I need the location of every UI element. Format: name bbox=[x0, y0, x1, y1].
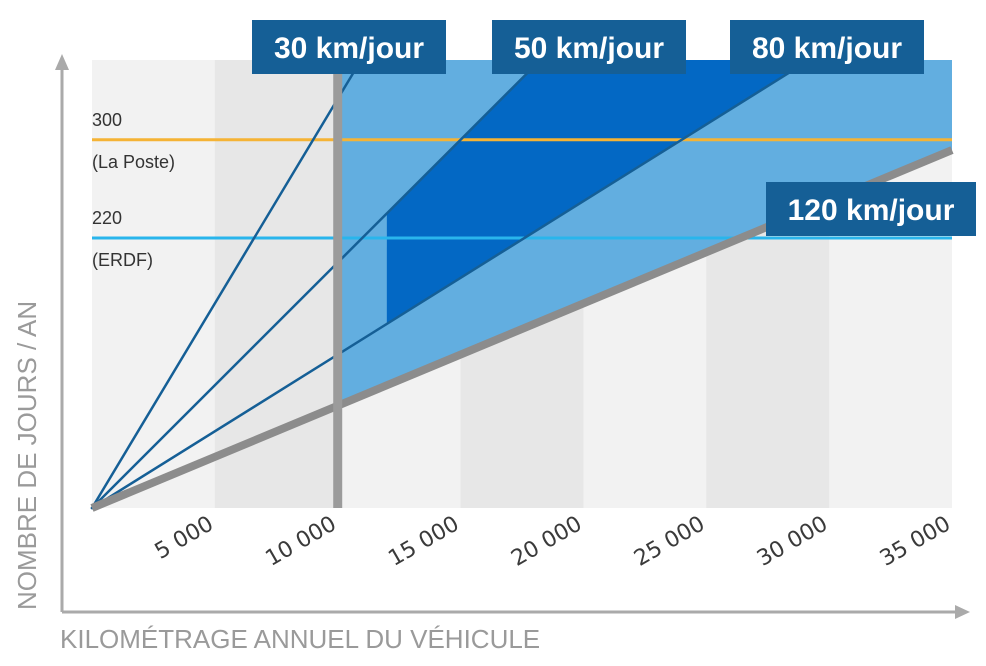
x-tick-label: 25 000 bbox=[630, 512, 709, 572]
reference-value-label: 220 bbox=[92, 208, 122, 228]
series-line bbox=[90, 58, 542, 510]
series-label-box bbox=[492, 20, 686, 74]
x-tick-label: 30 000 bbox=[753, 512, 832, 572]
x-tick-label: 20 000 bbox=[507, 512, 586, 572]
series-label: 120 km/jour bbox=[788, 194, 955, 227]
reference-labels: 300 (La Poste) 220 (ERDF) bbox=[92, 110, 175, 270]
series-label: 80 km/jour bbox=[752, 32, 902, 65]
series-label: 50 km/jour bbox=[514, 32, 664, 65]
series-label-box bbox=[730, 20, 924, 74]
series-labels: 30 km/jour 50 km/jour 80 km/jour 120 km/jou… bbox=[252, 20, 976, 236]
series-label-box bbox=[766, 182, 976, 236]
series-label-box bbox=[252, 20, 446, 74]
series-line bbox=[90, 58, 363, 510]
x-tick-labels: 5 000 10 000 15 000 20 000 25 000 30 000 35 00… bbox=[151, 512, 955, 572]
x-tick-label: 10 000 bbox=[262, 512, 341, 572]
y-axis-title: NOMBRE DE JOURS / AN bbox=[12, 301, 42, 610]
series-label: 30 km/jour bbox=[274, 32, 424, 65]
x-tick-label: 5 000 bbox=[151, 512, 218, 565]
x-tick-label: 35 000 bbox=[876, 512, 955, 572]
series-line bbox=[90, 58, 811, 510]
x-tick-label: 15 000 bbox=[384, 512, 463, 572]
reference-name-label: (ERDF) bbox=[92, 250, 153, 270]
reference-name-label: (La Poste) bbox=[92, 152, 175, 172]
reference-value-label: 300 bbox=[92, 110, 122, 130]
reference-lines bbox=[92, 138, 952, 240]
axes bbox=[55, 54, 970, 619]
y-axis-arrow bbox=[55, 54, 69, 70]
x-axis-title: KILOMÉTRAGE ANNUEL DU VÉHICULE bbox=[60, 624, 540, 654]
x-axis-arrow bbox=[955, 605, 970, 619]
